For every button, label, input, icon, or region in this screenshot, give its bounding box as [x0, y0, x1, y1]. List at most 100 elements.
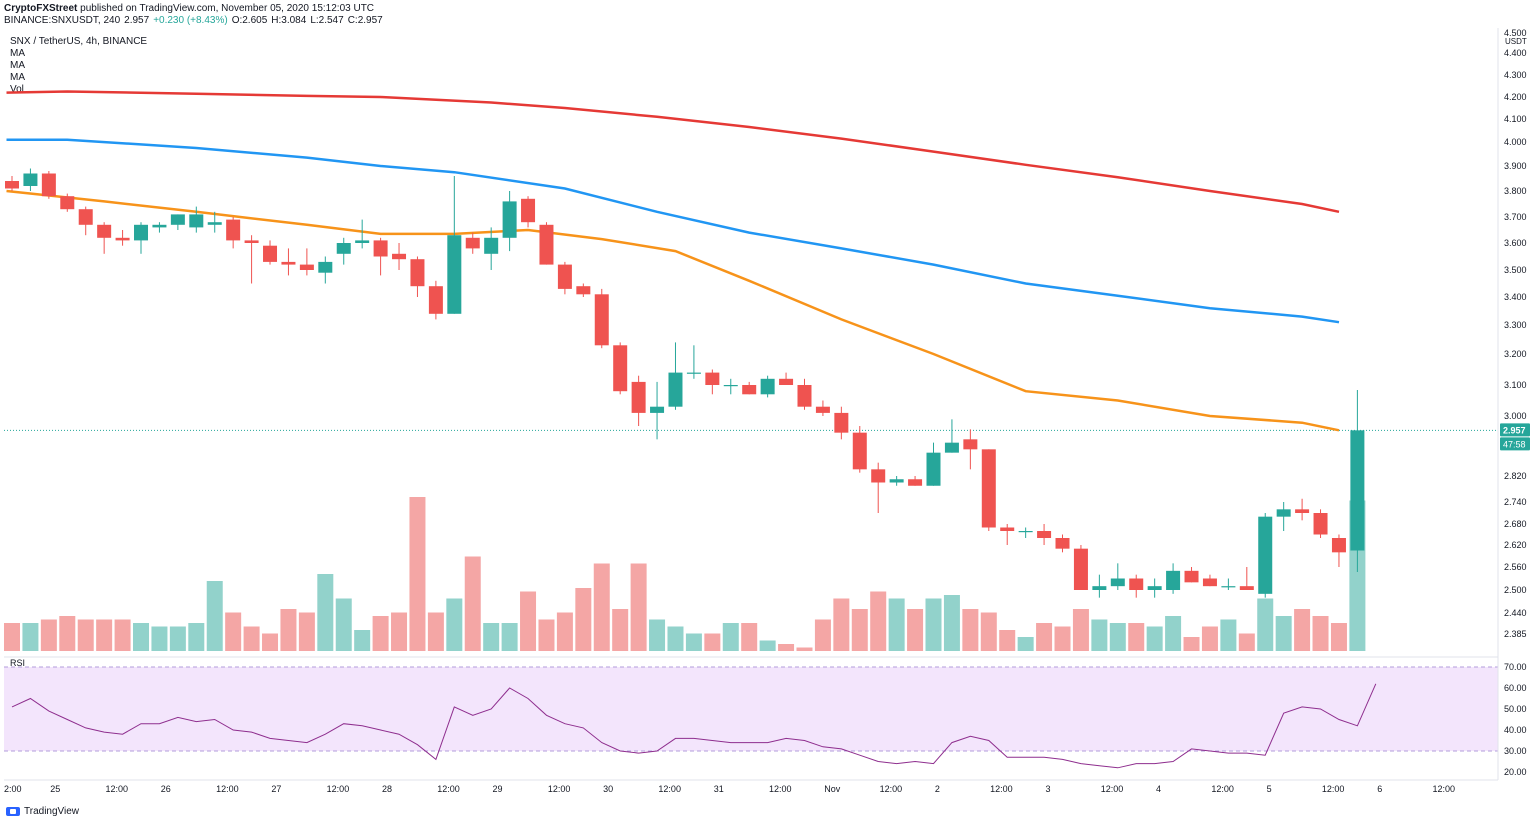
candle-body — [981, 449, 996, 528]
price-tick-label: 3.600 — [1504, 238, 1527, 248]
time-tick-label: 2 — [935, 784, 940, 794]
tradingview-logo: TradingView — [6, 806, 79, 817]
price-tick-label: 2.560 — [1504, 562, 1527, 572]
volume-bar — [741, 623, 758, 651]
candle-body — [465, 237, 480, 249]
time-tick-label: 4 — [1156, 784, 1161, 794]
volume-bar — [1109, 623, 1126, 651]
volume-bar — [593, 563, 610, 651]
volume-bar — [427, 612, 444, 651]
candle-body — [576, 286, 591, 295]
volume-bar — [667, 626, 684, 651]
volume-bar — [1054, 626, 1071, 651]
time-tick-label: 6 — [1377, 784, 1382, 794]
legend-ma-2[interactable]: MA — [10, 60, 25, 71]
volume-bar — [1312, 616, 1329, 651]
legend-ma-3[interactable]: MA — [10, 72, 25, 83]
candle-body — [373, 240, 388, 257]
legend-ma-1[interactable]: MA — [10, 48, 25, 59]
rsi-line — [11, 683, 1377, 769]
tradingview-icon — [6, 807, 20, 816]
time-tick-label: Nov — [824, 784, 841, 794]
time-axis[interactable]: 2:00 25 12:00 26 12:00 27 12:00 28 12:00 29 12:00 3… — [4, 784, 1455, 794]
high-text: H:3.084 — [271, 15, 307, 26]
candle-body — [908, 479, 923, 486]
rsi-band — [4, 667, 1498, 751]
candle-body — [115, 237, 130, 241]
candle-body — [521, 198, 536, 223]
candle-body — [1166, 570, 1181, 590]
candle-body — [189, 214, 204, 228]
volume-bar — [980, 612, 997, 651]
candle-body — [1092, 586, 1107, 590]
volume-bar — [1036, 623, 1053, 651]
candle-body — [447, 235, 462, 314]
rsi-tick-label: 20.00 — [1504, 767, 1527, 777]
candle-body — [281, 261, 296, 265]
volume-bar — [1330, 623, 1347, 651]
volume-bar — [483, 623, 500, 651]
time-tick-label: 12:00 — [1432, 784, 1455, 794]
volume-bar — [317, 574, 334, 651]
volume-bar — [262, 633, 279, 651]
volume-bar — [409, 497, 426, 651]
candle-body — [963, 439, 978, 450]
volume-bar — [1017, 637, 1034, 651]
candle-body — [705, 372, 720, 385]
price-chart[interactable]: 4.500 4.400 4.300 4.200 4.100 4.000 3.900 3.800… — [0, 0, 1536, 800]
rsi-tick-label: 70.00 — [1504, 662, 1527, 672]
legend-vol[interactable]: Vol — [10, 84, 24, 95]
volume-bar — [133, 623, 150, 651]
publisher-name: CryptoFXStreet — [4, 3, 78, 14]
price-tick-label: 3.700 — [1504, 212, 1527, 222]
candle-body — [557, 264, 572, 289]
rsi-tick-label: 60.00 — [1504, 683, 1527, 693]
candle-body — [355, 240, 370, 243]
rsi-tick-label: 40.00 — [1504, 725, 1527, 735]
time-tick-label: 12:00 — [658, 784, 681, 794]
volume-bar — [538, 619, 555, 651]
volume-bar — [114, 619, 131, 651]
volume-bar — [298, 612, 315, 651]
candle-body — [392, 253, 407, 260]
candle-body — [484, 237, 499, 254]
candle-body — [1000, 527, 1015, 531]
volume-bar — [372, 616, 389, 651]
last-price-tag — [1500, 423, 1530, 437]
low-text: L:2.547 — [310, 15, 344, 26]
rsi-tick-label: 50.00 — [1504, 704, 1527, 714]
price-tick-label: 2.440 — [1504, 608, 1527, 618]
candle-body — [23, 173, 38, 186]
moving-averages — [6, 90, 1340, 432]
volume-bar — [943, 595, 960, 651]
rsi-pane — [11, 683, 1377, 769]
volume-bar — [1165, 616, 1182, 651]
published-text: published on TradingView.com, November 0… — [80, 3, 375, 14]
rsi-label: RSI — [10, 658, 25, 668]
price-tick-label: 3.400 — [1504, 292, 1527, 302]
volume-bar — [907, 609, 924, 651]
ohlc-line: BINANCE:SNXUSDT, 240 2.957 +0.230 (+8.43%)… — [4, 15, 387, 26]
volume-bar — [925, 598, 942, 651]
candle-body — [1221, 586, 1236, 588]
legend-title: SNX / TetherUS, 4h, BINANCE — [10, 36, 148, 47]
price-tick-label: 3.200 — [1504, 349, 1527, 359]
time-tick-label: 12:00 — [1322, 784, 1345, 794]
candle-body — [1276, 509, 1291, 517]
price-tick-label: 3.800 — [1504, 186, 1527, 196]
candle-body — [207, 222, 222, 225]
symbol-text: BINANCE:SNXUSDT, 240 — [4, 15, 121, 26]
candle-body — [1055, 538, 1070, 549]
volume-bar — [870, 591, 887, 651]
price-axis[interactable]: 4.500 4.400 4.300 4.200 4.100 4.000 3.900 3.800… — [1500, 28, 1530, 777]
countdown-label: 47:58 — [1503, 439, 1526, 449]
volume-bar — [206, 581, 223, 651]
last-price-tag-label: 2.957 — [1503, 425, 1526, 435]
volume-bar — [1072, 609, 1089, 651]
volume-bar — [59, 616, 76, 651]
volume-bar — [778, 644, 795, 651]
change-text: +0.230 (+8.43%) — [153, 15, 228, 26]
volume-bar — [722, 623, 739, 651]
candle-body — [631, 381, 646, 413]
candle-body — [834, 412, 849, 433]
